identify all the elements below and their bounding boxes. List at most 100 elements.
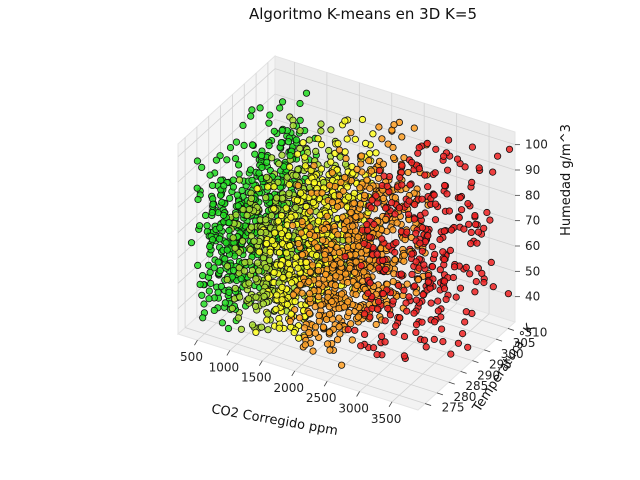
scatter-point-cluster-5	[382, 265, 390, 273]
scatter-point-cluster-3	[309, 198, 317, 207]
scatter-point-cluster-4	[382, 215, 390, 223]
scatter-point-cluster-5	[468, 143, 476, 151]
scatter-point-cluster-5	[432, 145, 440, 153]
scatter-point-cluster-1	[248, 141, 257, 149]
scatter-point-cluster-3	[369, 130, 377, 138]
scatter-point-cluster-5	[396, 174, 404, 182]
scatter-point-cluster-2	[229, 234, 237, 242]
scatter-point-cluster-4	[348, 336, 356, 344]
scatter-point-cluster-3	[299, 139, 307, 147]
scatter-point-cluster-5	[480, 224, 488, 232]
scatter-point-cluster-5	[445, 207, 453, 215]
scatter-point-cluster-5	[363, 220, 371, 229]
scatter-point-cluster-2	[223, 262, 231, 270]
scatter-point-cluster-3	[314, 217, 322, 225]
scatter-point-cluster-5	[471, 212, 479, 220]
scatter-point-cluster-4	[349, 222, 357, 230]
scatter-point-cluster-4	[389, 277, 397, 286]
scatter-point-cluster-5	[392, 239, 400, 247]
scatter-point-cluster-1	[216, 224, 224, 232]
scatter-point-cluster-2	[260, 292, 268, 300]
x-tick-mark	[356, 391, 360, 397]
scatter-point-cluster-3	[361, 139, 370, 147]
scatter-point-cluster-5	[389, 297, 397, 305]
scatter-point-cluster-3	[270, 183, 278, 191]
scatter-point-cluster-4	[331, 281, 339, 289]
scatter-point-cluster-3	[264, 274, 272, 282]
scatter-point-cluster-5	[379, 256, 387, 264]
scatter-point-cluster-5	[420, 336, 429, 344]
scatter-point-cluster-4	[347, 208, 355, 216]
scatter-point-cluster-2	[305, 136, 313, 144]
x-grid-line-floor	[391, 313, 490, 403]
scatter-point-cluster-4	[414, 276, 422, 284]
scatter-point-cluster-3	[279, 273, 287, 282]
scatter-point-cluster-1	[251, 150, 259, 158]
scatter-point-cluster-5	[392, 322, 400, 330]
scatter-point-cluster-5	[434, 297, 442, 305]
scatter-point-cluster-2	[272, 194, 281, 202]
scatter-point-cluster-3	[252, 328, 260, 336]
scatter-point-cluster-4	[344, 298, 352, 306]
scatter-point-cluster-4	[372, 320, 380, 329]
scatter-point-cluster-4	[357, 152, 366, 160]
scatter-point-cluster-5	[489, 168, 497, 176]
scatter-point-cluster-2	[327, 126, 335, 134]
scatter-point-cluster-4	[350, 199, 358, 207]
y-tick-label: 285	[465, 379, 488, 393]
x-tick-label: 2000	[274, 381, 305, 395]
scatter-point-cluster-1	[218, 319, 226, 327]
scatter-point-cluster-1	[198, 163, 206, 171]
scatter-point-cluster-5	[461, 318, 469, 326]
scatter-point-cluster-4	[298, 217, 306, 226]
scatter-point-cluster-3	[275, 324, 283, 332]
scatter-point-cluster-5	[375, 166, 383, 175]
scatter-point-cluster-5	[415, 143, 423, 152]
scatter-point-cluster-5	[458, 329, 467, 338]
scatter-point-cluster-2	[237, 325, 245, 333]
scatter-point-cluster-4	[352, 290, 360, 299]
scatter-point-cluster-4	[333, 203, 342, 211]
scatter-point-cluster-1	[284, 138, 293, 146]
scatter-point-cluster-4	[325, 328, 333, 336]
scatter-point-cluster-4	[326, 346, 334, 354]
scatter-point-cluster-3	[282, 249, 291, 257]
scatter-point-cluster-3	[358, 115, 367, 124]
scatter-point-cluster-5	[446, 246, 454, 254]
scatter-point-cluster-1	[206, 242, 214, 251]
scatter-point-cluster-1	[263, 158, 271, 166]
scatter-point-cluster-4	[347, 320, 355, 328]
x-axis-label: CO2 Corregido ppm	[210, 402, 339, 439]
scatter-point-cluster-5	[357, 342, 365, 350]
scatter-point-cluster-5	[437, 325, 446, 333]
scatter-point-cluster-5	[412, 296, 421, 304]
scatter-point-cluster-5	[370, 220, 378, 228]
scatter-point-cluster-2	[259, 300, 267, 308]
scatter-point-cluster-5	[478, 269, 486, 277]
scatter-point-cluster-5	[402, 299, 410, 307]
scatter-point-cluster-4	[400, 257, 408, 265]
scatter-point-cluster-5	[384, 304, 392, 312]
scatter-point-cluster-5	[421, 209, 429, 217]
scatter-point-cluster-4	[322, 270, 330, 278]
scatter-point-cluster-5	[453, 155, 462, 163]
scatter-point-cluster-1	[194, 261, 202, 269]
scatter-point-cluster-2	[247, 194, 255, 202]
scatter-point-cluster-5	[422, 343, 430, 351]
scatter-point-cluster-5	[444, 136, 453, 144]
scatter-point-cluster-4	[351, 268, 359, 277]
scatter-point-cluster-5	[408, 158, 416, 166]
scatter-point-cluster-2	[255, 267, 263, 275]
scatter-point-cluster-4	[357, 160, 365, 168]
scatter-point-cluster-4	[305, 230, 314, 239]
scatter-point-cluster-3	[290, 328, 298, 337]
x-tick-mark	[258, 360, 263, 366]
scatter-point-cluster-4	[360, 268, 368, 276]
scatter-point-cluster-5	[436, 235, 444, 244]
y-grid-line-floor	[196, 316, 438, 394]
scatter-point-cluster-5	[428, 263, 437, 271]
scatter-point-cluster-5	[473, 239, 481, 247]
scatter-point-cluster-2	[241, 258, 249, 267]
scatter-point-cluster-2	[262, 216, 270, 224]
scatter-point-cluster-5	[367, 204, 375, 212]
